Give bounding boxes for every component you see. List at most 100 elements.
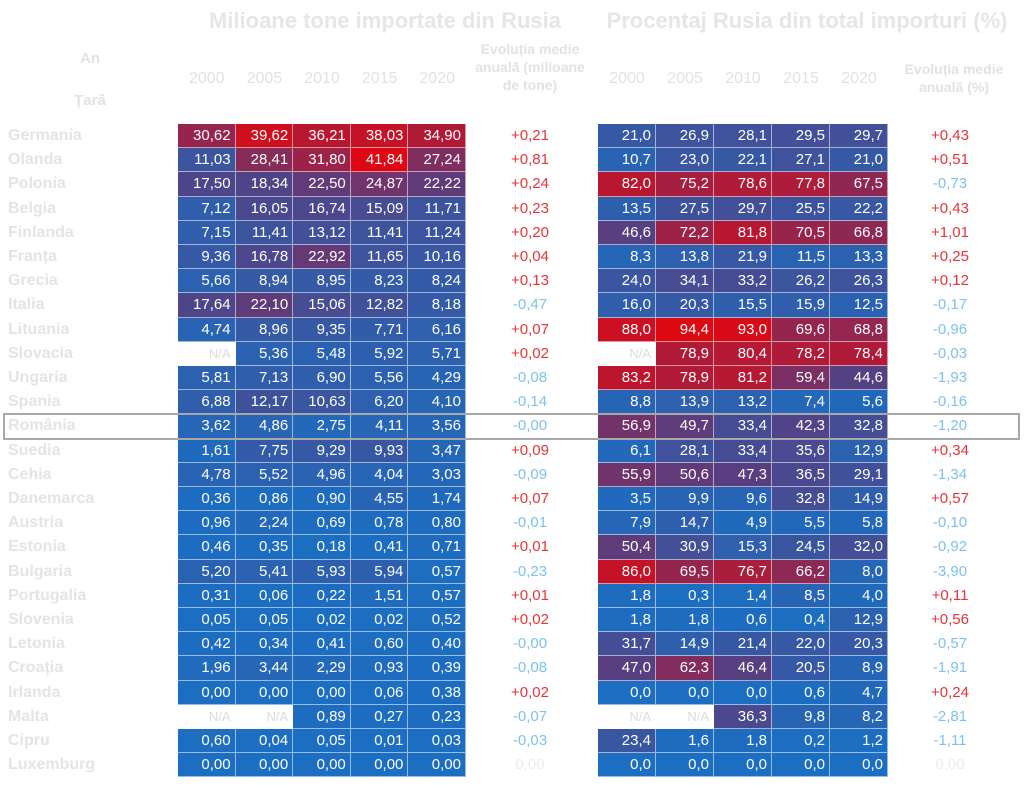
- heat-cell: 2,75: [293, 414, 351, 439]
- annual-change: -0,08: [512, 369, 548, 386]
- heat-cell: 46,6: [598, 220, 656, 245]
- heat-cell: 1,96: [178, 656, 236, 681]
- heat-cell: 21,0: [830, 148, 888, 173]
- heat-cell: 16,78: [235, 245, 294, 270]
- annual-change: +0,25: [931, 248, 969, 265]
- heat-cell: 8,94: [235, 269, 294, 294]
- annual-change: +0,23: [511, 199, 549, 217]
- heat-cell: 78,6: [714, 172, 772, 197]
- heat-cell: 6,1: [598, 438, 656, 463]
- heat-cell: 8,8: [598, 390, 656, 415]
- year-header: 2015: [361, 70, 398, 87]
- heat-cell: 0,00: [178, 680, 236, 705]
- change-label-right: Evoluția medie anuală (%): [904, 61, 1004, 95]
- heat-cell: 0,00: [408, 753, 466, 778]
- heat-cell: 11,24: [408, 220, 466, 245]
- heat-cell: 9,93: [350, 438, 409, 463]
- heat-cell: 44,6: [830, 366, 888, 391]
- heat-cell: 11,5: [772, 245, 830, 270]
- heat-cell: 55,9: [598, 462, 656, 487]
- heat-cell: 1,6: [656, 729, 714, 754]
- annual-change: +0,13: [511, 272, 549, 290]
- heat-cell: 0,96: [178, 511, 236, 536]
- country-name: Cehia: [8, 465, 52, 483]
- heat-cell: 15,09: [350, 196, 409, 221]
- country-name: Franța: [8, 248, 57, 265]
- heat-cell: 30,62: [178, 124, 236, 149]
- heat-cell: 12,9: [830, 438, 888, 463]
- heat-cell: 18,34: [235, 172, 294, 197]
- heat-cell: 16,0: [598, 293, 656, 318]
- heat-cell: 8,18: [408, 293, 466, 318]
- heat-cell: 5,36: [235, 341, 294, 366]
- heat-cell: 15,9: [772, 293, 830, 318]
- annual-change: +0,24: [511, 175, 549, 193]
- annual-change: -0,00: [512, 417, 548, 435]
- heat-cell: 1,8: [598, 583, 656, 608]
- annual-change: +0,34: [931, 441, 969, 459]
- heat-cell: 14,9: [830, 487, 888, 512]
- heat-cell: 2,29: [293, 656, 351, 681]
- heat-cell: 29,5: [772, 124, 830, 149]
- annual-change: -0,73: [932, 175, 968, 193]
- country-name: Ungaria: [8, 369, 68, 386]
- country-name: Estonia: [8, 538, 66, 556]
- heat-cell: 0,41: [293, 632, 351, 657]
- heat-cell: 11,41: [235, 220, 294, 245]
- heat-cell: 0,18: [293, 535, 351, 560]
- year-header: 2005: [667, 70, 703, 87]
- heat-cell: 7,13: [235, 366, 294, 391]
- heat-cell: 0,42: [178, 632, 236, 657]
- country-name: Portugalia: [8, 586, 87, 604]
- annual-change: -0,00: [512, 635, 548, 653]
- heat-cell: 15,3: [714, 535, 772, 560]
- heat-cell: 4,29: [408, 366, 466, 391]
- heat-cell: 9,36: [178, 245, 236, 270]
- heat-cell: 81,8: [714, 220, 772, 245]
- heat-cell: 10,16: [408, 245, 466, 270]
- year-header: 2005: [246, 70, 283, 87]
- heat-cell: 33,4: [714, 414, 772, 439]
- heat-cell: 0,31: [178, 583, 236, 608]
- heat-cell: 25,5: [772, 196, 830, 221]
- heat-cell: 5,52: [235, 462, 294, 487]
- annual-change: +0,81: [511, 151, 549, 169]
- heat-cell: 0,60: [350, 632, 409, 657]
- heat-cell: 33,2: [714, 269, 772, 294]
- heat-cell: 7,71: [350, 317, 409, 342]
- heat-cell: 78,9: [656, 341, 714, 366]
- heat-cell: 38,03: [350, 124, 409, 149]
- heat-cell: 5,48: [293, 341, 351, 366]
- heat-cell: 0,00: [178, 753, 236, 778]
- heat-cell: 0,3: [656, 583, 714, 608]
- heat-cell: 0,23: [408, 704, 466, 729]
- heat-cell: 4,7: [830, 680, 888, 705]
- heat-cell: 22,22: [408, 172, 466, 197]
- heat-cell: 8,95: [293, 269, 351, 294]
- annual-change: +0,56: [931, 611, 969, 628]
- heat-cell: 6,90: [293, 366, 351, 391]
- heat-cell: 32,8: [830, 414, 888, 439]
- annual-change: -0,01: [512, 514, 548, 532]
- heat-cell: 0,60: [178, 729, 236, 754]
- heat-cell: 0,27: [350, 704, 409, 729]
- heat-cell: 5,5: [772, 511, 830, 536]
- row-highlight: [3, 413, 1020, 440]
- country-name: Grecia: [8, 272, 58, 290]
- annual-change: +0,07: [511, 490, 549, 507]
- heat-cell: 3,03: [408, 462, 466, 487]
- annual-change: +0,43: [931, 127, 969, 144]
- country-name: Luxemburg: [8, 756, 96, 774]
- heat-cell: 22,1: [714, 148, 772, 173]
- heat-cell: 0,0: [830, 753, 888, 778]
- heat-cell: 0,00: [293, 753, 351, 778]
- heat-cell: 10,63: [293, 390, 351, 415]
- annual-change: -0,92: [932, 538, 968, 556]
- heat-cell: 69,5: [656, 559, 714, 584]
- heat-cell: 16,74: [293, 196, 351, 221]
- heat-cell: 4,96: [293, 462, 351, 487]
- heat-cell: 0,90: [293, 487, 351, 512]
- annual-change: -0,08: [512, 659, 548, 677]
- heat-cell: 14,9: [656, 632, 714, 657]
